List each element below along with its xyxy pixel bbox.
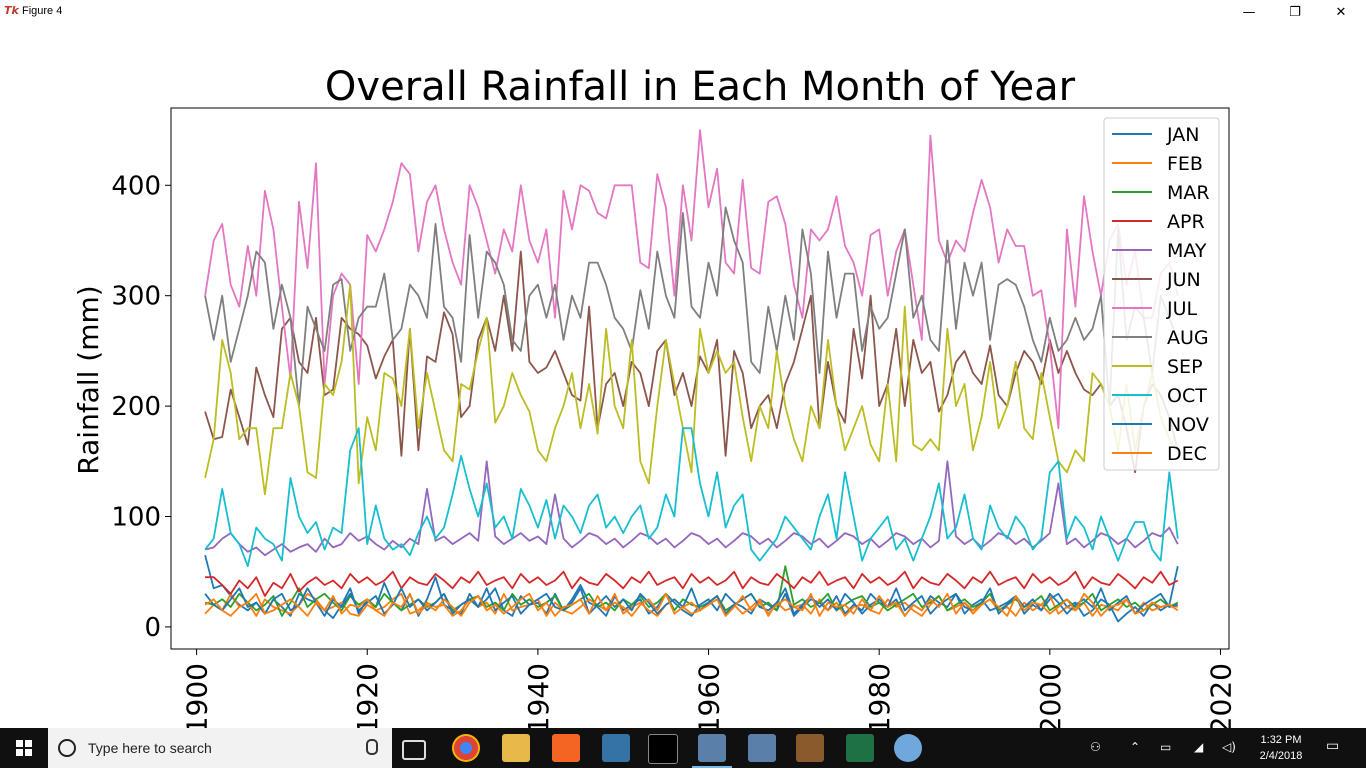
y-tick-label: 400 bbox=[111, 171, 161, 201]
windows-logo-icon bbox=[16, 740, 32, 756]
excel-icon[interactable] bbox=[846, 734, 874, 762]
series-line-sep bbox=[204, 283, 1179, 496]
x-axis: 1900 1920 1940 1960 1980 2000 2020 bbox=[181, 649, 1237, 728]
legend-label: NOV bbox=[1167, 414, 1209, 436]
series-line-aug bbox=[204, 206, 1179, 408]
rainfall-chart: Overall Rainfall in Each Month of Year R… bbox=[72, 64, 1237, 728]
legend-label: AUG bbox=[1167, 327, 1209, 349]
search-placeholder: Type here to search bbox=[88, 740, 212, 756]
cortana-icon bbox=[58, 739, 76, 757]
file-explorer-icon[interactable] bbox=[502, 734, 530, 762]
close-button[interactable]: ✕ bbox=[1335, 4, 1347, 20]
legend-label: OCT bbox=[1167, 385, 1207, 407]
notifications-icon[interactable]: ▭ bbox=[1326, 738, 1340, 754]
taskbar-clock[interactable]: 1:32 PM 2/4/2018 bbox=[1250, 732, 1312, 764]
xampp-icon[interactable] bbox=[552, 734, 580, 762]
task-view-icon[interactable] bbox=[402, 740, 426, 760]
plot-area bbox=[170, 107, 1230, 650]
legend-label: JAN bbox=[1166, 124, 1199, 146]
series-line-oct bbox=[204, 427, 1179, 568]
series-line-jul bbox=[204, 129, 1179, 430]
microphone-icon[interactable] bbox=[366, 739, 378, 755]
start-button[interactable] bbox=[0, 728, 48, 768]
people-icon[interactable]: ⚇ bbox=[1090, 740, 1101, 754]
taskbar-search[interactable]: Type here to search bbox=[48, 728, 392, 768]
series-line-jun bbox=[204, 250, 1179, 474]
legend-label: MAY bbox=[1167, 240, 1207, 262]
dosbox-icon[interactable] bbox=[796, 734, 824, 762]
legend-label: SEP bbox=[1167, 356, 1203, 378]
series-line-apr bbox=[205, 570, 1179, 597]
x-tick-label: 1940 bbox=[522, 663, 555, 728]
clock-time: 1:32 PM bbox=[1260, 734, 1302, 746]
legend-label: JUN bbox=[1166, 269, 1201, 291]
legend: JAN FEB MAR APR MAY JUN JUL AUG SEP OCT NOV DEC bbox=[1103, 117, 1220, 471]
legend-label: DEC bbox=[1167, 443, 1207, 465]
window-title: Figure 4 bbox=[22, 5, 63, 17]
network-icon[interactable]: ◢ bbox=[1194, 740, 1204, 754]
legend-label: FEB bbox=[1167, 153, 1203, 175]
python-app-icon[interactable] bbox=[692, 734, 732, 768]
legend-box bbox=[1103, 117, 1220, 471]
legend-label: APR bbox=[1167, 211, 1205, 233]
taskbar: Type here to search ⚇ ⌃ ▭ ◢ ◁) 1:32 PM 2… bbox=[0, 728, 1366, 768]
chrome-icon[interactable] bbox=[452, 734, 480, 762]
x-tick-label: 1920 bbox=[351, 663, 384, 728]
x-tick-label: 2000 bbox=[1034, 663, 1067, 728]
series-line-feb bbox=[204, 592, 1179, 617]
python-icon[interactable] bbox=[602, 734, 630, 762]
series-line-dec bbox=[204, 592, 1179, 617]
x-tick-label: 1980 bbox=[863, 663, 896, 728]
y-tick-label: 300 bbox=[111, 282, 161, 312]
clock-date: 2/4/2018 bbox=[1259, 750, 1303, 762]
y-tick-label: 0 bbox=[144, 613, 161, 643]
tk-app-icon: Tk bbox=[4, 4, 19, 17]
python-idle-icon[interactable] bbox=[748, 734, 776, 762]
volume-icon[interactable]: ◁) bbox=[1222, 740, 1236, 754]
window-titlebar: Tk Figure 4 — ❐ ✕ bbox=[0, 0, 1366, 24]
y-axis-label: Rainfall (mm) bbox=[72, 285, 105, 474]
y-axis: 0 100 200 300 400 bbox=[111, 171, 171, 643]
paint-icon[interactable] bbox=[894, 734, 922, 762]
y-tick-label: 200 bbox=[111, 392, 161, 422]
legend-label: JUL bbox=[1166, 298, 1198, 320]
battery-icon[interactable]: ▭ bbox=[1160, 740, 1172, 754]
x-tick-label: 2020 bbox=[1204, 663, 1237, 728]
x-tick-label: 1960 bbox=[693, 663, 726, 728]
show-hidden-icons-icon[interactable]: ⌃ bbox=[1130, 740, 1141, 754]
x-tick-label: 1900 bbox=[181, 663, 214, 728]
minimize-button[interactable]: — bbox=[1242, 4, 1256, 20]
maximize-button[interactable]: ❐ bbox=[1289, 4, 1301, 20]
command-prompt-icon[interactable] bbox=[648, 734, 678, 764]
y-tick-label: 100 bbox=[111, 503, 161, 533]
series-lines bbox=[204, 129, 1179, 623]
legend-label: MAR bbox=[1167, 182, 1210, 204]
chart-title: Overall Rainfall in Each Month of Year bbox=[325, 64, 1076, 110]
